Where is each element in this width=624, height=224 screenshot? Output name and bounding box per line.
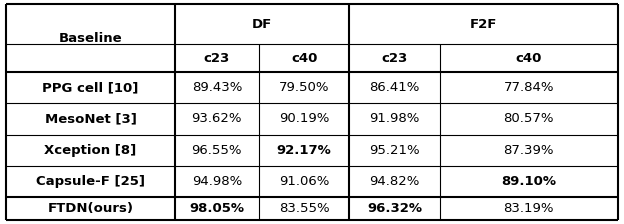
Text: MesoNet [3]: MesoNet [3] bbox=[44, 112, 137, 125]
Text: 91.98%: 91.98% bbox=[369, 112, 420, 125]
Text: 89.43%: 89.43% bbox=[192, 81, 242, 94]
Text: F2F: F2F bbox=[470, 18, 497, 31]
Text: 87.39%: 87.39% bbox=[504, 144, 554, 157]
Text: PPG cell [10]: PPG cell [10] bbox=[42, 81, 139, 94]
Text: 89.10%: 89.10% bbox=[501, 175, 557, 188]
Text: 90.19%: 90.19% bbox=[279, 112, 329, 125]
Text: 96.32%: 96.32% bbox=[367, 202, 422, 215]
Text: 80.57%: 80.57% bbox=[504, 112, 554, 125]
Text: c40: c40 bbox=[291, 52, 318, 65]
Text: Baseline: Baseline bbox=[59, 32, 122, 45]
Text: 91.06%: 91.06% bbox=[279, 175, 329, 188]
Text: 83.19%: 83.19% bbox=[504, 202, 554, 215]
Text: 83.55%: 83.55% bbox=[279, 202, 329, 215]
Text: FTDN(ours): FTDN(ours) bbox=[47, 202, 134, 215]
Text: 77.84%: 77.84% bbox=[504, 81, 554, 94]
Text: 86.41%: 86.41% bbox=[369, 81, 420, 94]
Text: 94.82%: 94.82% bbox=[369, 175, 420, 188]
Text: 92.17%: 92.17% bbox=[277, 144, 331, 157]
Text: 94.98%: 94.98% bbox=[192, 175, 242, 188]
Text: Capsule-F [25]: Capsule-F [25] bbox=[36, 175, 145, 188]
Text: c23: c23 bbox=[203, 52, 230, 65]
Text: c40: c40 bbox=[515, 52, 542, 65]
Text: 95.21%: 95.21% bbox=[369, 144, 420, 157]
Text: 98.05%: 98.05% bbox=[189, 202, 245, 215]
Text: DF: DF bbox=[252, 18, 272, 31]
Text: c23: c23 bbox=[381, 52, 408, 65]
Text: 79.50%: 79.50% bbox=[279, 81, 329, 94]
Text: 96.55%: 96.55% bbox=[192, 144, 242, 157]
Text: Xception [8]: Xception [8] bbox=[44, 144, 137, 157]
Text: 93.62%: 93.62% bbox=[192, 112, 242, 125]
